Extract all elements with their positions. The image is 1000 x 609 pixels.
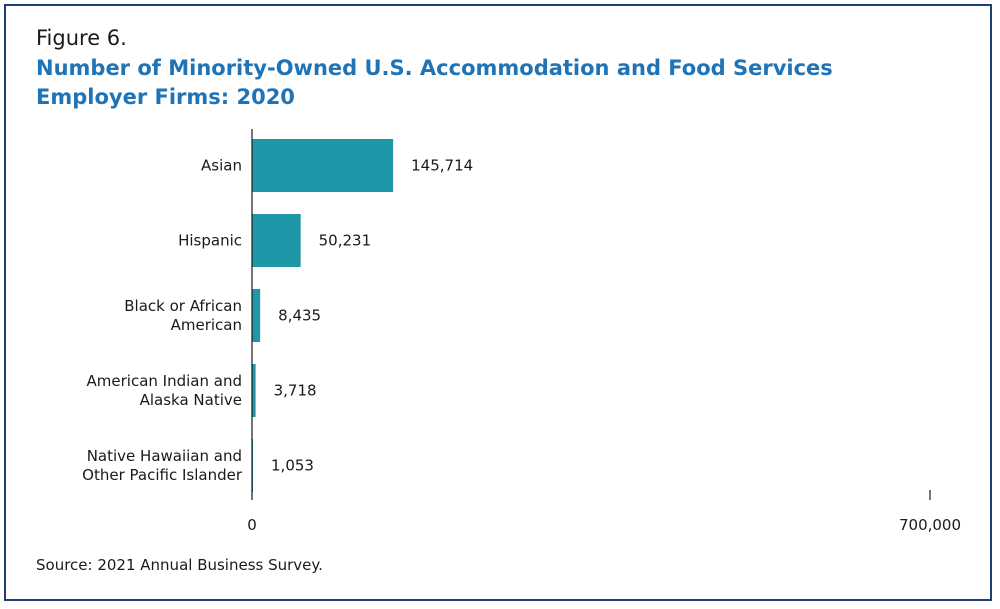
- axis-layer: 0 700,000: [247, 129, 961, 534]
- category-label: American Indian and Alaska Native: [87, 372, 242, 409]
- chart-title: Number of Minority-Owned U.S. Accommodat…: [36, 56, 833, 109]
- bar: [252, 214, 301, 267]
- figure-frame: [4, 4, 992, 601]
- bars-layer: 145,714 Asian 50,231 Hispanic 8,435 Black or …: [82, 139, 473, 492]
- source-note: Source: 2021 Annual Business Survey.: [36, 556, 323, 574]
- figure-label: Figure 6.: [36, 26, 127, 50]
- category-label: Native Hawaiian and Other Pacific Islande…: [82, 447, 243, 484]
- category-label: Asian: [201, 157, 242, 175]
- x-tick-label: 0: [247, 516, 257, 534]
- bar: [252, 364, 256, 417]
- category-label: Black or African American: [124, 297, 242, 334]
- bar-value-label: 1,053: [271, 457, 314, 475]
- x-tick-label: 700,000: [899, 516, 961, 534]
- bar-value-label: 8,435: [278, 307, 321, 325]
- bar: [252, 289, 261, 342]
- category-label: Hispanic: [178, 232, 242, 250]
- bar-value-label: 50,231: [319, 232, 372, 250]
- bar-value-label: 3,718: [274, 382, 317, 400]
- bar: [252, 139, 394, 192]
- bar-value-label: 145,714: [411, 157, 473, 175]
